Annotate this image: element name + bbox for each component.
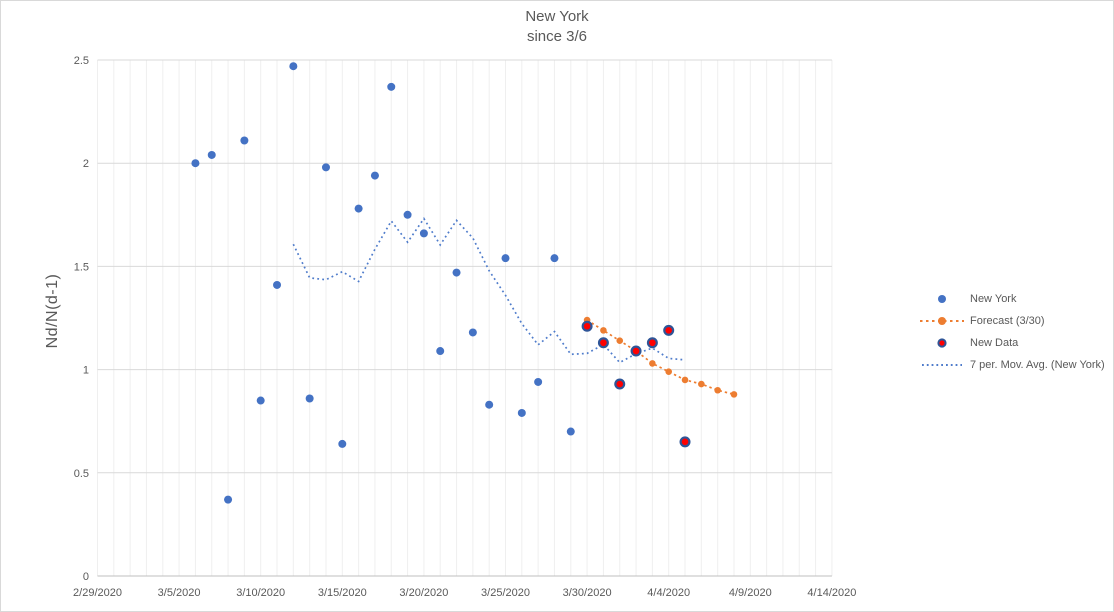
- forecast-point: [600, 327, 607, 334]
- x-tick-label: 3/20/2020: [399, 587, 448, 599]
- x-tick-label: 3/25/2020: [481, 587, 530, 599]
- chart-title: New York since 3/6: [1, 7, 1113, 47]
- new-york-point: [273, 280, 282, 289]
- legend-item-new-data: New Data: [919, 332, 1113, 354]
- new-york-points: [191, 62, 575, 504]
- forecast-point: [649, 360, 656, 367]
- legend-item-forecast: Forecast (3/30): [919, 310, 1113, 332]
- x-tick-label: 4/4/2020: [647, 587, 690, 599]
- moving-avg-marker-icon: [919, 359, 965, 371]
- y-tick-label: 0: [83, 571, 89, 583]
- y-tick-label: 2.5: [74, 55, 89, 67]
- legend: New York Forecast (3/30) New Data 7 per.…: [919, 288, 1113, 376]
- chart-title-line2: since 3/6: [526, 28, 588, 45]
- new-york-point: [256, 396, 265, 405]
- new-york-point: [370, 171, 379, 180]
- new-data-point: [646, 337, 658, 349]
- new-york-point: [534, 377, 543, 386]
- new-data-point: [614, 378, 626, 390]
- forecast-point: [730, 391, 738, 398]
- new-york-point: [436, 347, 445, 356]
- new-data-points: [581, 320, 691, 448]
- forecast-point: [714, 386, 721, 394]
- x-tick-labels: 2/29/2020 3/5/2020 3/10/2020 3/15/2020 3/20/…: [73, 587, 856, 599]
- new-data-point: [663, 324, 675, 336]
- x-tick-label: 4/14/2020: [807, 587, 856, 599]
- moving-average-line: [292, 217, 686, 364]
- forecast-point: [665, 368, 672, 375]
- forecast-point: [681, 376, 689, 384]
- gridlines-horizontal: [97, 59, 832, 474]
- legend-label-forecast: Forecast (3/30): [970, 315, 1045, 327]
- gridlines-vertical: [97, 60, 833, 576]
- new-york-point: [550, 254, 559, 263]
- new-york-point: [240, 136, 249, 145]
- forecast-point: [616, 337, 624, 345]
- x-tick-label: 4/9/2020: [729, 587, 772, 599]
- x-tick-label: 2/29/2020: [73, 587, 122, 599]
- legend-label-new-data: New Data: [970, 337, 1019, 349]
- forecast-line: [586, 319, 735, 396]
- new-york-marker-icon: [919, 293, 965, 305]
- x-tick-label: 3/30/2020: [563, 587, 612, 599]
- y-tick-labels: 0 0.5 1 1.5 2 2.5: [74, 55, 89, 583]
- x-tick-label: 3/10/2020: [236, 587, 285, 599]
- new-york-point: [517, 408, 526, 417]
- new-york-point: [452, 268, 461, 277]
- new-data-marker-icon: [919, 337, 965, 349]
- y-axis-title: Nd/N(d-1): [44, 273, 61, 349]
- forecast-point: [698, 380, 705, 388]
- legend-item-moving-avg: 7 per. Mov. Avg. (New York): [919, 354, 1113, 376]
- legend-label-new-york: New York: [970, 293, 1017, 305]
- new-york-point: [501, 254, 510, 263]
- new-york-point: [224, 495, 233, 504]
- forecast-points: [583, 316, 738, 398]
- new-york-point: [338, 439, 347, 448]
- x-tick-label: 3/5/2020: [158, 587, 201, 599]
- new-york-point: [403, 210, 412, 219]
- new-york-point: [566, 427, 575, 436]
- y-tick-label: 1: [83, 365, 89, 377]
- y-tick-label: 0.5: [74, 468, 89, 480]
- chart-title-line1: New York: [525, 8, 589, 25]
- new-york-point: [305, 394, 314, 403]
- new-york-point: [419, 229, 428, 238]
- new-data-point: [679, 436, 691, 448]
- new-data-point: [581, 320, 593, 332]
- new-york-point: [207, 150, 216, 159]
- forecast-marker-icon: [919, 315, 965, 327]
- legend-item-new-york: New York: [919, 288, 1113, 310]
- y-tick-label: 1.5: [74, 261, 89, 273]
- y-tick-label: 2: [83, 158, 89, 170]
- new-york-point: [468, 328, 477, 337]
- new-york-point: [191, 159, 200, 168]
- legend-label-moving-avg: 7 per. Mov. Avg. (New York): [970, 359, 1105, 371]
- new-york-point: [485, 400, 494, 409]
- x-tick-label: 3/15/2020: [318, 587, 367, 599]
- new-york-point: [354, 204, 363, 213]
- new-york-point: [387, 82, 396, 91]
- new-york-point: [289, 62, 298, 71]
- new-york-point: [321, 163, 330, 172]
- new-data-point: [630, 345, 642, 357]
- new-data-point: [597, 337, 609, 349]
